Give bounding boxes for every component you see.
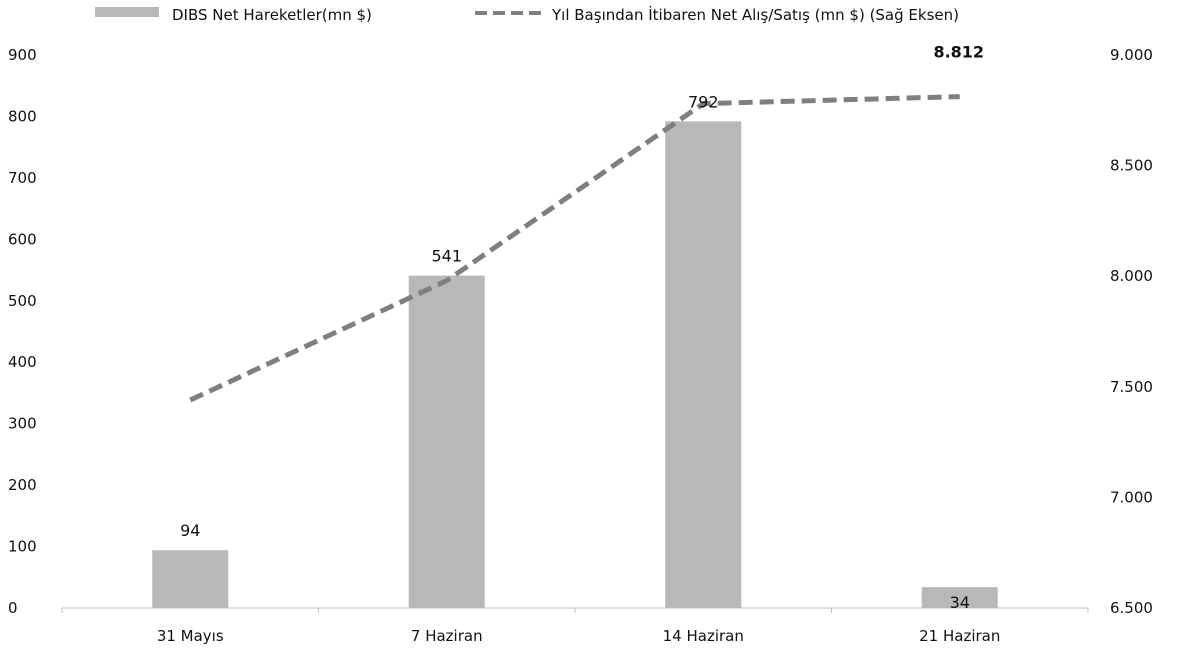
left-tick-label: 100 [8,538,37,556]
right-tick-label: 6.500 [1110,599,1153,617]
bar [152,550,229,608]
legend: DIBS Net Hareketler(mn $) Yıl Başından İ… [95,5,959,24]
left-tick-label: 200 [8,476,37,494]
line-series-path [189,94,960,403]
x-tick-label: 31 Mayıs [157,627,224,645]
bar [408,275,485,608]
right-tick-label: 8.000 [1110,267,1153,285]
left-tick-label: 500 [8,292,37,310]
left-tick-label: 800 [8,107,37,125]
left-tick-label: 900 [8,46,37,64]
right-axis-ticks: 6.500 7.000 7.500 8.000 8.500 9.000 [1110,46,1153,617]
bar [665,121,742,609]
line-series [189,94,960,403]
x-tick-label: 7 Haziran [411,627,483,645]
bar-series [152,121,998,609]
left-tick-label: 600 [8,230,37,248]
bar-data-label: 94 [180,521,200,540]
right-tick-label: 8.500 [1110,157,1153,175]
bar-data-label: 541 [431,247,462,266]
legend-line-label: Yıl Başından İtibaren Net Alış/Satış (mn… [551,5,959,24]
bar-data-label: 34 [950,593,970,612]
left-axis-ticks: 0 100 200 300 400 500 600 700 800 900 [8,46,37,617]
line-data-label: 8.812 [933,43,984,62]
legend-bar-label: DIBS Net Hareketler(mn $) [172,6,372,24]
left-tick-label: 0 [8,599,18,617]
bar-data-label: 792 [688,92,719,111]
x-tick-label: 21 Haziran [919,627,1000,645]
bar [921,587,998,608]
left-tick-label: 300 [8,415,37,433]
x-axis-ticks: 31 Mayıs 7 Haziran 14 Haziran 21 Haziran [61,608,1089,645]
left-tick-label: 700 [8,169,37,187]
x-tick-label: 14 Haziran [663,627,744,645]
right-tick-label: 9.000 [1110,46,1153,64]
right-tick-label: 7.000 [1110,488,1153,506]
right-tick-label: 7.500 [1110,378,1153,396]
data-labels: 94 541 792 34 8.812 [180,43,984,613]
legend-bar-swatch [95,7,159,17]
left-tick-label: 400 [8,353,37,371]
